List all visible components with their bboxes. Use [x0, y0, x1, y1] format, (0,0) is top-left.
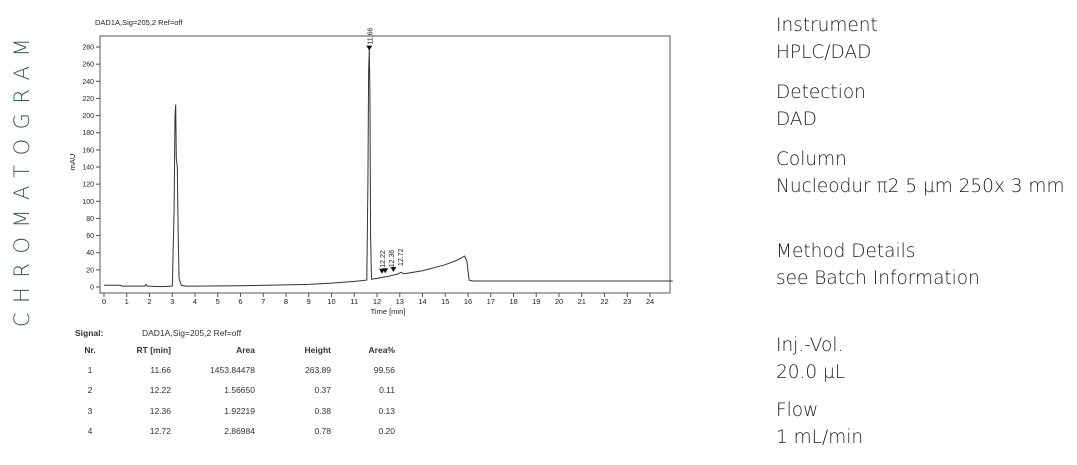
- table-cell: 1453.84478: [210, 365, 255, 375]
- y-tick-label: 60: [86, 233, 94, 240]
- column-header: Area%: [368, 345, 395, 355]
- y-tick-label: 180: [82, 130, 94, 137]
- x-tick-label: 24: [646, 297, 654, 306]
- info-label: Flow: [776, 400, 819, 421]
- x-tick-label: 0: [102, 297, 106, 306]
- y-tick-label: 160: [82, 147, 94, 154]
- peak-marker: [366, 45, 373, 51]
- table-cell: 3: [87, 406, 93, 416]
- peak-rt-label: 12.36: [389, 250, 396, 268]
- info-label: Instrument: [776, 15, 878, 36]
- x-tick-label: 12: [373, 297, 381, 306]
- info-value: 1 mL/min: [776, 427, 864, 448]
- x-tick-label: 17: [487, 297, 495, 306]
- x-axis: 0 1 2 3 4 5 6 7 8 9 10 11 12 13 14 15 16 17 18 19 20 21 22 23 24: [102, 293, 654, 306]
- x-tick-label: 5: [216, 297, 220, 306]
- info-value: 20.0 µL: [776, 362, 846, 383]
- y-tick-label: 260: [82, 62, 94, 69]
- y-axis-label: mAU: [68, 154, 77, 171]
- peak-labels: 11.66 12.22 12.36 12.72: [366, 28, 405, 274]
- table-cell: 2.86984: [224, 426, 255, 436]
- table-cell: 12.36: [149, 406, 171, 416]
- table-cell: 12.22: [149, 385, 171, 395]
- table-cell: 263.89: [305, 365, 331, 375]
- table-cell: 0.78: [314, 426, 331, 436]
- info-value: DAD: [776, 109, 817, 130]
- y-tick-label: 200: [82, 113, 94, 120]
- info-label: Inj.-Vol.: [776, 335, 844, 356]
- chromatogram-chart: DAD1A,Sig=205,2 Ref=off 0 1 2 3 4 5 6 7 8 9 10 11 12…: [68, 18, 673, 316]
- chromatogram-trace: [104, 49, 673, 288]
- y-tick-label: 20: [86, 267, 94, 274]
- y-tick-label: 80: [86, 216, 94, 223]
- peak-rt-label: 11.66: [367, 28, 374, 45]
- table-cell: 4: [87, 426, 93, 436]
- x-tick-label: 9: [307, 297, 311, 306]
- table-cell: 0.37: [314, 385, 331, 395]
- x-axis-label: Time [min]: [371, 307, 406, 316]
- x-tick-label: 1: [125, 297, 129, 306]
- y-tick-label: 220: [82, 96, 94, 103]
- x-tick-label: 8: [284, 297, 288, 306]
- x-tick-label: 20: [555, 297, 563, 306]
- table-cell: 1.56650: [224, 385, 255, 395]
- table-cell: 12.72: [149, 426, 171, 436]
- table-cell: 0.38: [314, 406, 331, 416]
- x-tick-label: 18: [509, 297, 517, 306]
- info-value: HPLC/DAD: [776, 42, 872, 63]
- info-label: Method Details: [776, 241, 916, 262]
- peak-marker: [382, 268, 389, 274]
- x-tick-label: 14: [418, 297, 426, 306]
- y-axis: 0 20 40 60 80 100 120 140 160 180 200 220 240 260 280: [82, 45, 100, 292]
- x-tick-label: 21: [578, 297, 586, 306]
- y-tick-label: 100: [82, 199, 94, 206]
- table-cell: 1.92219: [224, 406, 255, 416]
- table-cell: 0.20: [378, 426, 395, 436]
- table-cell: 99.56: [373, 365, 395, 375]
- peak-rt-label: 12.22: [380, 250, 387, 268]
- x-tick-label: 6: [238, 297, 242, 306]
- x-tick-label: 11: [350, 297, 358, 306]
- info-label: Column: [776, 149, 847, 170]
- x-tick-label: 23: [623, 297, 631, 306]
- plot-frame: [99, 35, 671, 294]
- x-tick-label: 2: [147, 297, 151, 306]
- info-value: Nucleodur π2 5 µm 250x 3 mm: [776, 176, 1065, 197]
- table-cell: 11.66: [150, 365, 171, 375]
- chart-title: DAD1A,Sig=205,2 Ref=off: [95, 18, 183, 27]
- table-cell: 0.13: [378, 406, 395, 416]
- x-tick-label: 15: [441, 297, 449, 306]
- column-header: Height: [304, 345, 331, 355]
- x-tick-label: 4: [193, 297, 197, 306]
- y-tick-label: 0: [90, 285, 94, 292]
- peak-rt-label: 12.72: [398, 248, 405, 266]
- table-cell: 1: [87, 365, 93, 375]
- column-header: RT [min]: [136, 345, 171, 355]
- x-tick-label: 19: [532, 297, 540, 306]
- table-cell: 0.11: [379, 385, 395, 395]
- peak-marker: [390, 267, 397, 273]
- signal-label: Signal:: [75, 328, 104, 338]
- table-cell: 2: [87, 385, 93, 395]
- x-tick-label: 10: [327, 297, 335, 306]
- info-value: see Batch Information: [776, 268, 980, 289]
- y-tick-label: 280: [82, 45, 94, 52]
- signal-value: DAD1A,Sig=205,2 Ref=off: [142, 328, 242, 338]
- x-tick-label: 7: [261, 297, 265, 306]
- info-label: Detection: [776, 82, 866, 103]
- x-tick-label: 3: [170, 297, 174, 306]
- y-tick-label: 140: [82, 165, 94, 172]
- y-tick-label: 120: [82, 182, 94, 189]
- column-header: Area: [236, 345, 255, 355]
- y-tick-label: 40: [86, 250, 94, 257]
- column-header: Nr.: [84, 345, 96, 355]
- x-tick-label: 13: [396, 297, 404, 306]
- x-tick-label: 16: [464, 297, 472, 306]
- x-tick-label: 22: [600, 297, 608, 306]
- y-tick-label: 240: [82, 79, 94, 86]
